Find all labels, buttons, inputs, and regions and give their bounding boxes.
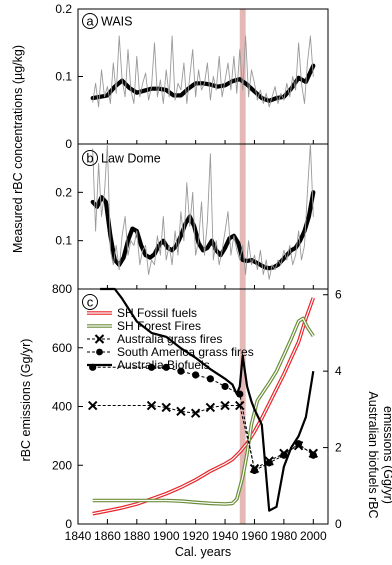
panel-c-ytick-label: 600 xyxy=(52,341,72,355)
panel-c-xtick-label: 1940 xyxy=(212,529,239,543)
legend-sh-forest-fires-entry: SH Forest Fires xyxy=(87,319,201,333)
panel-c-xtick-label: 1900 xyxy=(153,529,180,543)
series-australia-grass-fires-point xyxy=(161,402,171,413)
legend-australia-biofuels-label: Australia Biofuels xyxy=(117,358,210,372)
panel-a-smoothed-line xyxy=(90,63,316,103)
legend-south-america-grass-fires-label: South America grass fires xyxy=(117,345,254,359)
legend-sh-forest-fires-label: SH Forest Fires xyxy=(117,319,201,333)
legend-sh-fossil-fuels-label: SH Fossil fuels xyxy=(117,306,197,320)
panel-c-y2tick-label: 0 xyxy=(335,517,342,531)
panel-c-xtick-label: 1960 xyxy=(241,529,268,543)
panel-c-xtick-label: 2000 xyxy=(300,529,327,543)
panel-a-ytick-label: 0.1 xyxy=(55,70,72,84)
series-south-america-grass-fires-point xyxy=(162,363,170,371)
panel-c-xtick-label: 1980 xyxy=(271,529,298,543)
panel-c-y2tick-label: 4 xyxy=(335,364,342,378)
legend-australia-grass-fires-entry: Australia grass fires xyxy=(87,332,222,346)
legend-sh-fossil-fuels-entry: SH Fossil fuels xyxy=(87,306,197,320)
panel-a-ytick-label: 0 xyxy=(65,137,72,151)
panel-c-xtick-label: 1840 xyxy=(65,529,92,543)
series-south-america-grass-fires-point xyxy=(177,367,185,375)
panel-b-letter: b xyxy=(86,151,93,166)
legend-australia-grass-fires-marker xyxy=(94,334,105,344)
panel-b-title: Law Dome xyxy=(101,152,161,166)
series-australia-grass-fires-point xyxy=(190,408,201,418)
panel-a-raw-line xyxy=(92,35,314,108)
series-australia-grass-fires-point xyxy=(87,400,98,411)
panel-c-y2tick-label: 6 xyxy=(335,288,342,302)
series-australia-grass-fires-point xyxy=(176,406,186,416)
series-south-america-grass-fires-point xyxy=(250,466,259,475)
panel-c-xtick-label: 1860 xyxy=(94,529,121,543)
panel-b-label: b Law Dome xyxy=(82,150,161,166)
panel-b-raw-line xyxy=(92,143,314,280)
panel-a-title: WAIS xyxy=(101,15,132,29)
panel-c-xtick-label: 1920 xyxy=(182,529,209,543)
series-sh-forest-fires-line-inner xyxy=(92,317,314,505)
y2label-c-line2: emissions (Gg/yr) xyxy=(381,406,392,504)
panel-c-frame xyxy=(77,288,329,525)
highlight-band xyxy=(239,9,246,524)
panel-b-frame xyxy=(77,143,329,290)
panel-b-ytick-label: 0.2 xyxy=(55,185,72,199)
panel-c-xtick-label: 1880 xyxy=(123,529,150,543)
legend-australia-biofuels-entry: Australia Biofuels xyxy=(87,358,210,372)
panel-a-label: a WAIS xyxy=(82,13,132,29)
panel-c-ytick-label: 800 xyxy=(52,282,72,296)
series-australia-grass-fires-point xyxy=(205,402,216,413)
legend-south-america-grass-fires-marker xyxy=(96,348,103,356)
series-australia-grass-fires-point xyxy=(220,400,230,411)
ylabel-c: rBC emissions (Gg/yr) xyxy=(19,339,33,462)
series-south-america-grass-fires-point xyxy=(192,371,200,379)
panel-c-ytick-label: 400 xyxy=(52,400,72,414)
panel-a-letter: a xyxy=(86,14,94,29)
ylabel-ab: Measured rBC concentrations (µg/kg) xyxy=(11,45,25,253)
panel-c-letter: c xyxy=(87,295,94,310)
series-australia-grass-fires-line xyxy=(92,405,314,470)
series-south-america-grass-fires-point xyxy=(280,451,288,459)
series-south-america-grass-fires-point xyxy=(147,363,156,371)
series-south-america-grass-fires-point xyxy=(294,440,303,448)
panel-c-ytick-label: 0 xyxy=(65,517,72,531)
series-australia-biofuels-line xyxy=(100,287,315,512)
series-south-america-grass-fires-point xyxy=(309,451,317,459)
panel-c-y2tick-label: 2 xyxy=(335,441,342,455)
legend-australia-grass-fires-label: Australia grass fires xyxy=(117,332,222,346)
series-australia-grass-fires-point xyxy=(146,400,157,411)
legend-south-america-grass-fires-entry: South America grass fires xyxy=(87,345,254,359)
series-south-america-grass-fires-point xyxy=(265,459,273,467)
panel-a-frame xyxy=(77,8,329,145)
xlabel-c: Cal. years xyxy=(175,545,231,559)
panel-c-ytick-label: 200 xyxy=(52,458,72,472)
panel-c-label: c xyxy=(82,294,98,310)
panel-b-ytick-label: 0.1 xyxy=(55,234,72,248)
series-south-america-grass-fires-point xyxy=(206,375,214,383)
panel-a-ytick-label: 0.2 xyxy=(55,2,72,16)
y2label-c-line1: Australian biofuels rBC xyxy=(366,391,380,518)
series-south-america-grass-fires-point xyxy=(221,382,229,391)
